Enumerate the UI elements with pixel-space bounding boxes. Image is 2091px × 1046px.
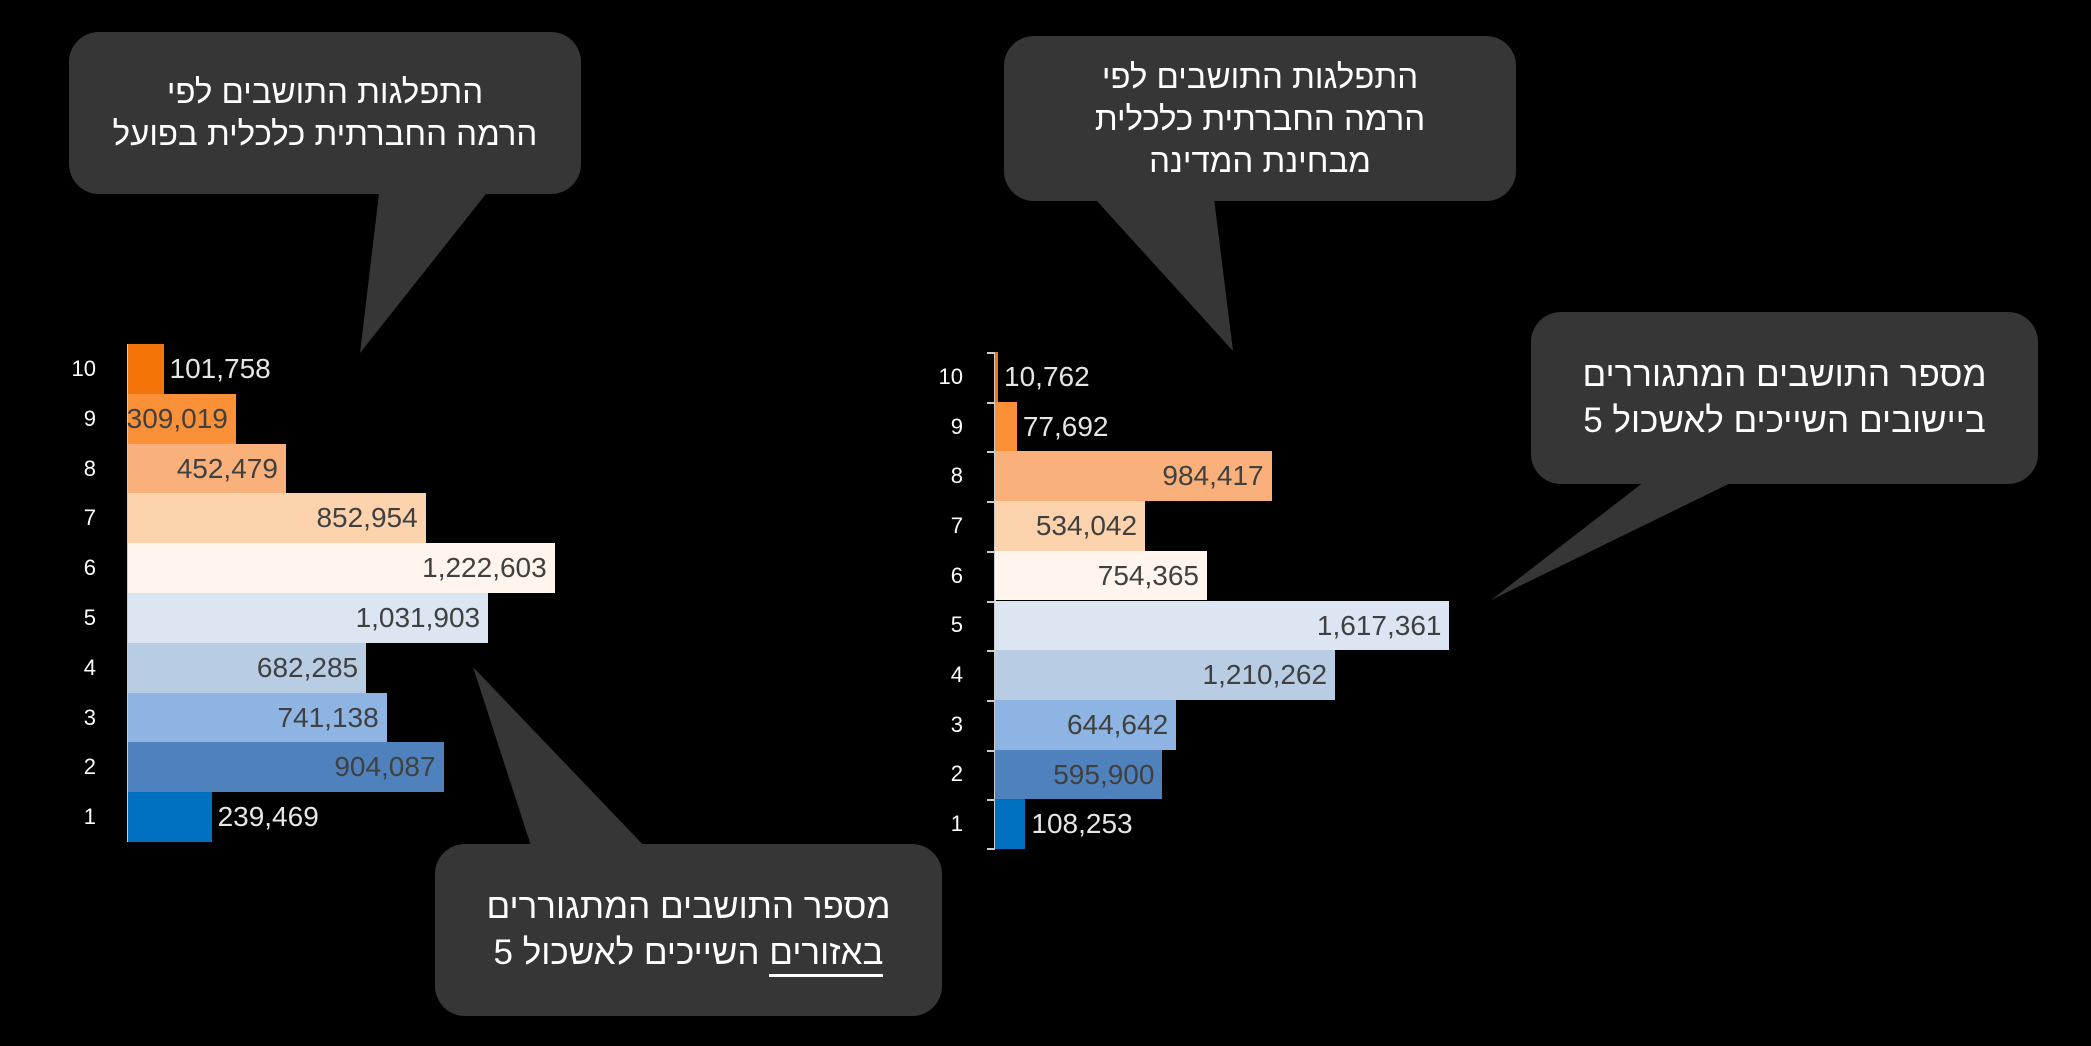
value-label: 852,954 bbox=[316, 502, 418, 534]
bar bbox=[128, 443, 286, 494]
callout-tail-right-top bbox=[1087, 190, 1233, 351]
axis-tick bbox=[987, 401, 995, 404]
category-label: 3 bbox=[83, 704, 96, 730]
value-label: 239,469 bbox=[217, 801, 319, 833]
bar bbox=[128, 692, 387, 743]
axis-tick bbox=[987, 848, 995, 850]
value-label: 741,138 bbox=[277, 701, 379, 733]
callout-line: הרמה החברתית כלכלית bbox=[1094, 99, 1426, 137]
category-label: 5 bbox=[950, 612, 963, 638]
axis-tick bbox=[987, 699, 995, 702]
bar bbox=[128, 593, 489, 643]
bar bbox=[128, 393, 236, 444]
value-label: 101,758 bbox=[169, 353, 271, 384]
category-label: 4 bbox=[83, 654, 96, 680]
bar bbox=[995, 749, 1163, 800]
category-label: 10 bbox=[71, 355, 96, 381]
callout-tail-left-bottom bbox=[473, 667, 650, 852]
value-label: 644,642 bbox=[1066, 708, 1169, 740]
callout-right-mid: מספר התושבים המתגוררים ביישובים השייכים … bbox=[1531, 312, 2038, 484]
category-label: 9 bbox=[950, 413, 963, 439]
value-label: 1,031,903 bbox=[355, 602, 481, 633]
value-label: 108,253 bbox=[1031, 808, 1133, 840]
axis-tick bbox=[987, 600, 995, 603]
bar bbox=[995, 799, 1026, 849]
value-label: 682,285 bbox=[256, 651, 359, 683]
value-label: 904,087 bbox=[334, 751, 436, 783]
axis-tick bbox=[987, 451, 995, 454]
bar bbox=[128, 543, 555, 593]
value-label: 1,222,603 bbox=[422, 552, 547, 584]
bar bbox=[995, 699, 1177, 750]
callout-line: מספר התושבים המתגוררים bbox=[1582, 355, 1987, 394]
bar bbox=[995, 352, 999, 402]
category-label: 4 bbox=[950, 662, 963, 688]
callout-line: התפלגות התושבים לפי bbox=[1101, 57, 1419, 95]
callout-line: באזורים השייכים לאשכול 5 bbox=[435, 930, 942, 977]
value-label: 534,042 bbox=[1035, 510, 1138, 542]
callout-line: הרמה החברתית כלכלית בפועל bbox=[112, 115, 538, 152]
category-label: 6 bbox=[83, 555, 96, 581]
bar bbox=[128, 493, 426, 544]
category-label: 2 bbox=[83, 754, 96, 780]
bar bbox=[128, 792, 212, 842]
axis-tick bbox=[987, 650, 995, 653]
category-label: 9 bbox=[83, 405, 96, 431]
category-label: 8 bbox=[950, 463, 963, 489]
bar bbox=[128, 344, 164, 394]
bar bbox=[995, 600, 1450, 651]
value-label: 10,762 bbox=[1004, 361, 1090, 392]
bar bbox=[128, 642, 367, 693]
callout-line: ביישובים השייכים לאשכול 5 bbox=[1583, 401, 1986, 440]
axis-tick bbox=[987, 550, 995, 553]
bar bbox=[128, 742, 444, 793]
callout-line-rest: השייכים לאשכול 5 bbox=[493, 933, 770, 972]
category-label: 7 bbox=[950, 512, 963, 538]
bar bbox=[995, 550, 1207, 601]
callout-right-top: התפלגות התושבים לפי הרמה החברתית כלכלית … bbox=[1004, 36, 1516, 201]
callout-underlined-word: באזורים bbox=[769, 933, 884, 977]
bar bbox=[995, 401, 1017, 452]
category-label: 5 bbox=[83, 604, 96, 630]
callout-tail-left-top bbox=[360, 185, 493, 353]
callout-line: מספר התושבים המתגוררים bbox=[486, 887, 891, 926]
value-label: 595,900 bbox=[1053, 758, 1155, 790]
callout-line: התפלגות התושבים לפי bbox=[166, 73, 484, 110]
callout-left-top: התפלגות התושבים לפי הרמה החברתית כלכלית … bbox=[69, 32, 581, 194]
value-label: 984,417 bbox=[1162, 460, 1264, 492]
callout-line: מבחינת המדינה bbox=[1149, 141, 1371, 179]
category-label: 7 bbox=[83, 505, 96, 531]
bar bbox=[995, 501, 1146, 551]
axis-tick bbox=[987, 501, 995, 504]
value-label: 77,692 bbox=[1022, 410, 1109, 442]
category-label: 1 bbox=[950, 811, 963, 837]
bar bbox=[995, 451, 1272, 502]
axis-tick bbox=[987, 799, 995, 802]
category-label: 8 bbox=[83, 455, 96, 481]
value-label: 1,210,262 bbox=[1202, 659, 1328, 691]
category-label: 10 bbox=[938, 363, 963, 389]
axis-tick bbox=[987, 352, 995, 354]
value-label: 452,479 bbox=[176, 452, 278, 484]
callout-tail-right-mid bbox=[1491, 475, 1747, 600]
value-label: 754,365 bbox=[1097, 559, 1199, 591]
category-label: 1 bbox=[83, 804, 96, 830]
callout-left-bottom: מספר התושבים המתגוררים באזורים השייכים ל… bbox=[435, 844, 942, 1016]
axis-tick bbox=[987, 749, 995, 752]
category-label: 3 bbox=[950, 711, 963, 737]
value-label: 1,617,361 bbox=[1316, 609, 1442, 641]
category-label: 2 bbox=[950, 761, 963, 787]
category-label: 6 bbox=[950, 562, 963, 588]
value-label: 309,019 bbox=[126, 402, 228, 434]
bar bbox=[995, 650, 1336, 700]
